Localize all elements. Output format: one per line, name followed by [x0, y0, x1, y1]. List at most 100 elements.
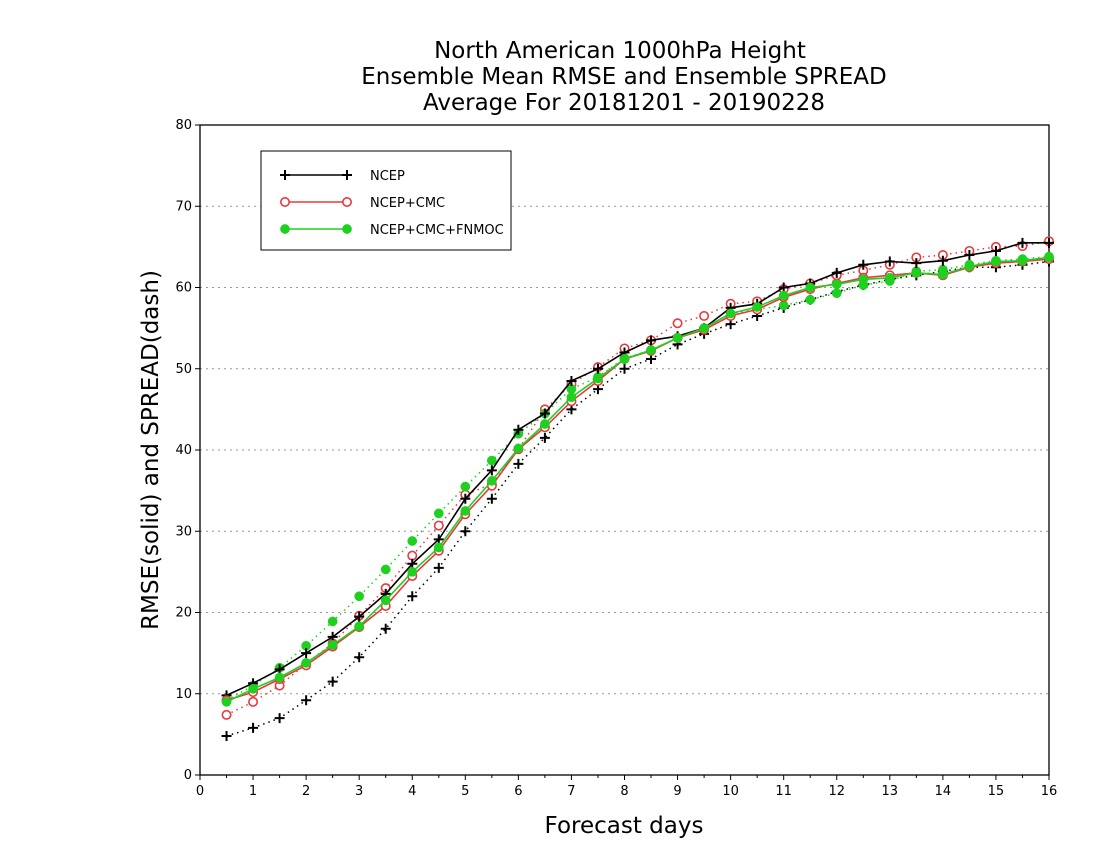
- ncep-cmc-fnmoc-rmse-point: [433, 542, 444, 553]
- legend-item-ncep-cmc: NCEP+CMC: [279, 196, 445, 211]
- ncep-spread-point: [248, 722, 259, 733]
- ncep-rmse-point: [460, 493, 471, 504]
- y-tick-label: 60: [175, 281, 192, 296]
- ncep-spread-point: [433, 562, 444, 573]
- x-tick-label: 2: [302, 784, 310, 799]
- legend-marker: [342, 224, 352, 234]
- ncep-cmc-fnmoc-rmse-point: [991, 256, 1001, 267]
- y-tick-label: 50: [175, 362, 192, 377]
- ncep-spread-point: [460, 526, 471, 537]
- ncep-cmc-spread-point: [699, 310, 710, 321]
- ncep-spread-point: [539, 432, 550, 443]
- ncep-cmc-fnmoc-rmse-point: [1044, 252, 1054, 263]
- ncep-cmc-spread-point: [221, 709, 232, 720]
- ncep-cmc-spread-point: [248, 696, 259, 707]
- ncep-cmc-fnmoc-rmse-point: [831, 279, 842, 290]
- y-axis-ticks: 0 10 20 30 40 50 60 70 80: [175, 118, 200, 783]
- ncep-rmse-point: [911, 258, 922, 269]
- ncep-cmc-fnmoc-rmse-point: [964, 261, 975, 272]
- ncep-cmc-fnmoc-spread-point: [433, 508, 444, 519]
- legend-item-ncep: NCEP: [280, 169, 405, 184]
- ncep-cmc-fnmoc-rmse-point: [460, 506, 471, 516]
- y-tick-label: 30: [175, 524, 192, 539]
- ncep-cmc-fnmoc-spread-point: [831, 288, 842, 299]
- y-tick-label: 80: [175, 118, 192, 133]
- x-tick-label: 0: [196, 784, 204, 799]
- ncep-rmse-point: [858, 259, 869, 270]
- ncep-cmc-fnmoc-rmse-point: [725, 308, 736, 319]
- x-tick-label: 16: [1041, 784, 1058, 799]
- y-tick-label: 0: [184, 768, 192, 783]
- series-ncep-cmc-fnmoc-rmse: [221, 252, 1054, 707]
- chart-title-line-3: Average For 20181201 - 20190228: [423, 90, 825, 116]
- ncep-spread-point: [619, 363, 630, 374]
- series-ncep-spread: [221, 256, 1054, 741]
- legend-marker: [342, 170, 352, 180]
- ncep-cmc-fnmoc-rmse-point: [938, 269, 948, 280]
- x-axis-label: Forecast days: [545, 813, 704, 839]
- x-tick-label: 14: [935, 784, 952, 799]
- x-tick-label: 7: [567, 784, 575, 799]
- legend-marker: [341, 197, 352, 208]
- ncep-cmc-fnmoc-rmse-point: [593, 373, 603, 384]
- ncep-cmc-spread-point: [407, 550, 418, 561]
- ncep-rmse-point: [964, 250, 975, 260]
- series-ncep-cmc-spread: [221, 236, 1055, 720]
- ncep-rmse-point: [301, 648, 312, 659]
- legend-marker: [280, 224, 290, 234]
- ncep-cmc-rmse-line: [226, 258, 1050, 702]
- legend-label: NCEP+CMC: [370, 196, 445, 211]
- ncep-cmc-spread-line: [226, 240, 1050, 716]
- ncep-rmse-line: [226, 242, 1049, 697]
- ncep-rmse-point: [884, 256, 895, 267]
- ncep-rmse-point: [831, 267, 842, 278]
- ncep-spread-point: [380, 623, 391, 634]
- ncep-cmc-fnmoc-spread-point: [486, 455, 497, 466]
- ncep-rmse-point: [513, 424, 524, 435]
- ncep-spread-point: [407, 591, 418, 602]
- series-ncep-rmse: [221, 237, 1054, 701]
- ncep-cmc-fnmoc-rmse-point: [646, 345, 656, 355]
- ncep-spread-point: [301, 695, 312, 706]
- ncep-cmc-fnmoc-rmse-point: [884, 272, 895, 283]
- ncep-rmse-point: [566, 375, 577, 386]
- ncep-spread-point: [354, 652, 365, 663]
- x-tick-label: 5: [461, 784, 469, 799]
- ncep-cmc-fnmoc-rmse-point: [1017, 255, 1028, 266]
- ncep-cmc-fnmoc-spread-point: [805, 294, 816, 305]
- ncep-spread-line: [226, 260, 1050, 737]
- x-tick-label: 10: [722, 784, 739, 799]
- x-tick-label: 6: [514, 784, 522, 799]
- y-tick-label: 40: [175, 443, 192, 458]
- ncep-cmc-fnmoc-rmse-point: [619, 354, 630, 364]
- ncep-rmse-point: [1017, 237, 1028, 248]
- ncep-cmc-fnmoc-rmse-point: [752, 302, 763, 312]
- ncep-cmc-fnmoc-spread-point: [407, 536, 418, 546]
- series-ncep-cmc-rmse: [221, 254, 1055, 706]
- ncep-cmc-fnmoc-rmse-point: [540, 419, 550, 429]
- ncep-rmse-point: [990, 245, 1001, 256]
- chart-title-line-2: Ensemble Mean RMSE and Ensemble SPREAD: [361, 64, 886, 90]
- legend-label: NCEP+CMC+FNMOC: [370, 223, 504, 238]
- x-axis-ticks: 0 1 2 3 4 5 6 7 8 9 10 11 12 13 14 15 16: [196, 775, 1057, 799]
- ncep-cmc-fnmoc-rmse-point: [699, 323, 709, 333]
- x-tick-label: 4: [408, 784, 416, 799]
- ncep-cmc-fnmoc-rmse-point: [566, 392, 577, 403]
- ncep-cmc-fnmoc-rmse-point: [301, 658, 311, 668]
- ncep-rmse-point: [646, 335, 657, 346]
- ncep-cmc-fnmoc-rmse-point: [858, 274, 869, 285]
- ncep-spread-point: [486, 493, 497, 504]
- legend-marker: [279, 197, 290, 208]
- ncep-cmc-fnmoc-spread-point: [380, 564, 391, 575]
- y-tick-label: 70: [175, 199, 192, 214]
- legend-label: NCEP: [370, 169, 405, 184]
- chart-title-line-1: North American 1000hPa Height: [434, 38, 806, 64]
- x-tick-label: 9: [673, 784, 681, 799]
- ncep-cmc-fnmoc-spread-point: [354, 591, 365, 602]
- legend-item-ncep-cmc-fnmoc: NCEP+CMC+FNMOC: [280, 223, 504, 238]
- x-tick-label: 3: [355, 784, 363, 799]
- y-axis-label: RMSE(solid) and SPREAD(dash): [138, 270, 164, 630]
- ncep-cmc-spread-point: [672, 318, 683, 329]
- ncep-spread-point: [221, 731, 232, 741]
